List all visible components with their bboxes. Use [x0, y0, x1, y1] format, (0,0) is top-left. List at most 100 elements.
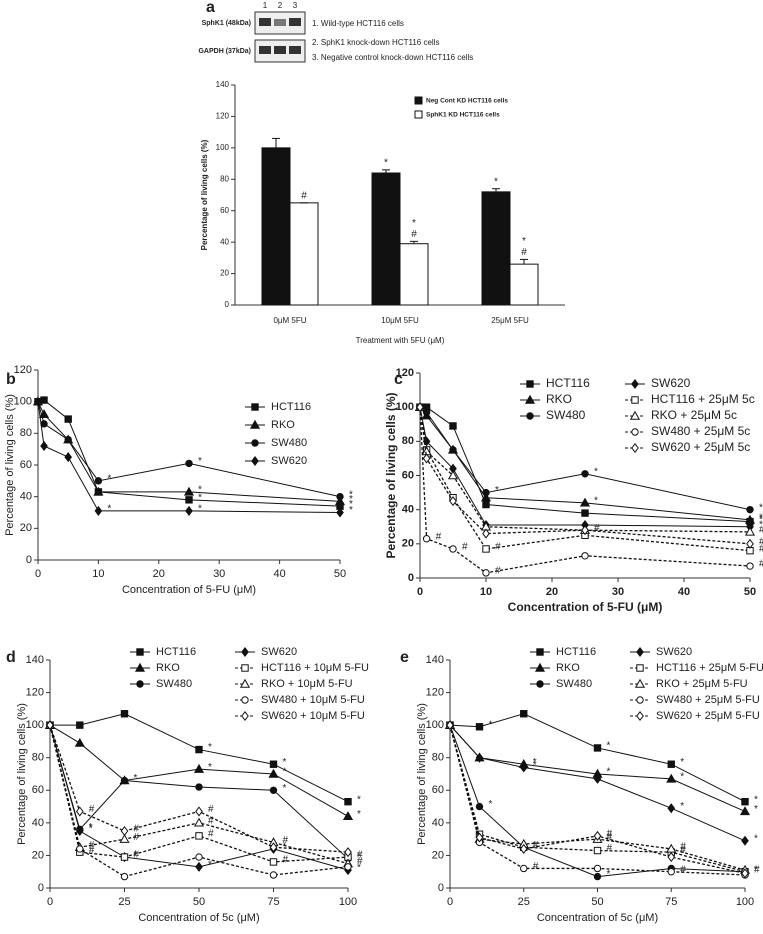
y-tick-label: 80 [220, 174, 229, 183]
legend-label: HCT116 + 25μM 5c [651, 392, 755, 406]
marker [75, 806, 84, 817]
y-tick-label: 40 [402, 504, 414, 516]
band [289, 46, 301, 54]
annotation: * [594, 495, 598, 506]
x-tick-label: 30 [213, 568, 225, 580]
legend-label: RKO + 25μM 5c [651, 408, 737, 422]
y-axis-label: Percentage of living cells (%) [416, 703, 428, 845]
y-tick-label: 120 [26, 686, 44, 698]
marker [344, 863, 352, 871]
annotation: # [759, 525, 763, 536]
x-axis-label: Concentration of 5-FU (μM) [508, 600, 663, 614]
marker [422, 453, 431, 464]
x-tick-label: 20 [546, 586, 558, 598]
marker [75, 825, 84, 837]
series-line [449, 724, 746, 878]
y-tick-label: 100 [216, 143, 230, 152]
annotation: # [533, 840, 539, 851]
bar [481, 191, 511, 306]
y-tick-label: 80 [32, 752, 44, 764]
legend-label: SW620 [271, 455, 307, 467]
series-line [37, 401, 341, 513]
x-tick-label: 50 [591, 896, 603, 908]
marker [449, 422, 457, 430]
annotation: * [754, 804, 758, 815]
y-tick-label: 20 [402, 538, 414, 550]
annotation: * [607, 767, 611, 778]
marker [629, 410, 641, 420]
band [274, 19, 286, 26]
x-tick-label: 75 [665, 896, 677, 908]
y-tick-label: 100 [26, 719, 44, 731]
legend-label: SW480 [156, 678, 192, 690]
x-tick-label: 50 [334, 568, 346, 580]
y-tick-label: 140 [26, 654, 44, 666]
y-tick-label: 80 [20, 427, 32, 439]
marker [46, 720, 54, 731]
marker [519, 843, 528, 854]
marker [195, 853, 203, 861]
y-tick-label: 40 [220, 237, 229, 246]
marker [536, 680, 544, 688]
annotation: * [89, 822, 93, 833]
annotation: # [462, 542, 468, 553]
annotation: # [283, 835, 289, 846]
legend-label: SW480 [271, 437, 307, 449]
chart-panel: d 0 20 40 60 80 100 120 140 Percentage of living … [6, 646, 369, 924]
marker [64, 452, 73, 463]
annotation: * [198, 492, 202, 503]
annotation: # [680, 842, 686, 853]
marker [241, 664, 249, 672]
y-tick-label: 120 [216, 112, 230, 121]
marker [475, 802, 484, 811]
annotation: * [412, 218, 416, 229]
legend-label: SW480 [556, 678, 592, 690]
marker [475, 723, 484, 731]
y-tick-label: 60 [20, 459, 32, 471]
annotation: * [349, 505, 353, 516]
chart-panel: e 0 20 40 60 80 100 120 140 Percentage of living … [400, 646, 763, 924]
y-tick-label: 120 [396, 367, 414, 379]
marker [636, 664, 644, 672]
y-tick-label: 0 [408, 572, 414, 584]
marker [446, 720, 454, 731]
marker [74, 737, 85, 747]
marker [482, 545, 490, 553]
marker [581, 525, 589, 536]
y-tick-label: 120 [426, 686, 444, 698]
annotation: * [283, 842, 287, 853]
marker [482, 500, 490, 509]
marker [524, 394, 536, 404]
marker [40, 396, 48, 404]
marker [251, 439, 259, 447]
marker [636, 710, 644, 722]
x-tick-label: 25μM 5FU [491, 316, 529, 325]
annotation: * [594, 466, 598, 477]
panel-label: e [400, 649, 409, 666]
legend-label: HCT116 [556, 646, 596, 658]
legend-label: HCT116 [546, 376, 590, 390]
marker [744, 526, 756, 536]
marker [579, 497, 591, 507]
y-tick-label: 20 [20, 522, 32, 534]
annotation: # [594, 523, 600, 534]
legend-label: SW620 [656, 646, 692, 658]
marker [741, 868, 749, 879]
marker [519, 762, 528, 773]
marker [447, 470, 459, 480]
lane-label: 3 [293, 1, 298, 10]
x-tick-label: 50 [193, 896, 205, 908]
western-blot: 1 2 3 SphK1 (48kDa) GAPDH (37kDa) 1. Wil… [198, 1, 473, 63]
panel-label: d [6, 649, 16, 666]
annotation: # [759, 543, 763, 554]
x-tick-label: 100 [339, 896, 357, 908]
marker [269, 760, 278, 768]
annotation: # [754, 864, 760, 875]
series-line [419, 407, 751, 528]
annotation: * [754, 794, 758, 805]
annotation: * [607, 869, 611, 880]
x-tick-label: 50 [744, 586, 756, 598]
row-label: SphK1 (48kDa) [202, 20, 251, 27]
